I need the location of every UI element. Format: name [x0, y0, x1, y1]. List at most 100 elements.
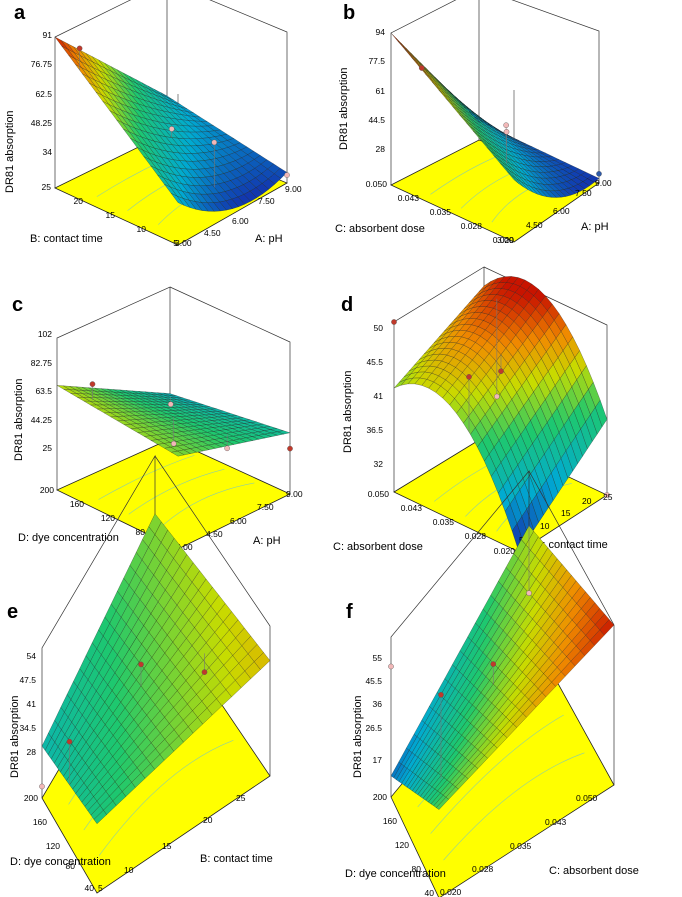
right-axis-tick: 7.50 [258, 196, 275, 206]
right-axis-label: B: contact time [200, 853, 273, 865]
surface-patch [436, 797, 449, 810]
left-axis-tick: 0.028 [465, 531, 487, 541]
right-axis-tick: 7.50 [575, 188, 592, 198]
design-point [287, 445, 293, 452]
left-axis-label: D: dye concentration [10, 856, 111, 868]
right-axis-tick: 6.00 [232, 216, 249, 226]
left-axis-label: C: absorbent dose [335, 223, 425, 235]
left-axis-tick: 0.050 [368, 489, 390, 499]
panel-e: e DR81 absorption 54 47.5 41 34.5 28 200… [7, 454, 273, 894]
floor-contour [158, 482, 255, 530]
left-axis-tick: 120 [395, 840, 409, 850]
left-axis-tick: 80 [66, 861, 76, 871]
design-point [490, 661, 497, 667]
z-tick: 41 [374, 391, 384, 401]
surface-patch [549, 190, 562, 198]
right-axis-tick: 15 [561, 508, 571, 518]
left-axis-tick: 40 [425, 888, 435, 897]
surface-patch [170, 450, 185, 457]
design-point [89, 381, 96, 387]
right-axis-tick: 7.50 [257, 502, 274, 512]
z-tick: 45.5 [365, 676, 382, 686]
design-point [76, 45, 83, 52]
right-axis-tick: 6.00 [230, 516, 247, 526]
design-point [391, 319, 397, 325]
z-tick: 34.5 [19, 723, 36, 733]
z-tick: 63.5 [35, 386, 52, 396]
left-axis-tick: 0.020 [493, 235, 515, 245]
right-axis-tick: 3.00 [175, 238, 192, 248]
surface-patch [201, 202, 215, 212]
left-axis-tick: 200 [24, 793, 38, 803]
box-edge [511, 0, 600, 183]
right-axis-tick: 6.00 [553, 206, 570, 216]
panel-f: f DR81 absorption 55 45.5 36 26.5 17 200… [345, 470, 639, 897]
z-axis-label: DR81 absorption [338, 67, 350, 150]
left-axis-tick: 200 [40, 485, 54, 495]
right-axis-label: A: pH [253, 535, 281, 547]
panel-letter: f [346, 601, 353, 623]
z-tick: 54 [27, 651, 37, 661]
left-axis-tick: 0.043 [401, 503, 423, 513]
right-axis-tick: 0.020 [440, 887, 462, 897]
z-axis-label: DR81 absorption [4, 110, 16, 193]
left-axis-tick: 120 [101, 513, 115, 523]
right-axis-tick: 0.035 [510, 841, 532, 851]
design-point [224, 445, 230, 452]
design-point [201, 669, 208, 675]
left-axis-tick: 0.035 [430, 207, 452, 217]
left-axis-tick: 0.035 [433, 517, 455, 527]
right-axis-tick: 0.050 [576, 793, 598, 803]
z-tick: 45.5 [366, 357, 383, 367]
z-tick: 48.25 [31, 118, 53, 128]
z-axis-label: DR81 absorption [13, 378, 25, 461]
floor-contour [98, 455, 195, 500]
left-axis-tick: 15 [106, 210, 116, 220]
right-axis-tick: 15 [162, 841, 172, 851]
design-point [66, 738, 73, 745]
left-axis-tick: 40 [85, 883, 95, 893]
z-tick: 94 [376, 27, 386, 37]
design-point [284, 172, 290, 178]
panel-d: d DR81 absorption 50 45.5 41 36.5 32 0.0… [333, 266, 613, 556]
design-point [211, 139, 218, 146]
left-axis-tick: 0.050 [366, 179, 388, 189]
left-axis-tick: 0.020 [494, 546, 516, 556]
surface-plot [390, 0, 602, 243]
z-tick: 28 [376, 144, 386, 154]
z-tick: 91 [43, 30, 53, 40]
left-axis-tick: 160 [70, 499, 84, 509]
left-axis-tick: 20 [74, 196, 84, 206]
left-axis-label: B: contact time [30, 233, 103, 245]
design-point [503, 122, 509, 128]
right-axis-tick: 3.00 [497, 235, 514, 245]
z-tick: 41 [27, 699, 37, 709]
box-edge [56, 286, 171, 490]
left-axis-label: C: absorbent dose [333, 541, 423, 553]
z-tick: 62.5 [35, 89, 52, 99]
floor-contour [430, 714, 564, 834]
left-axis-label: D: dye concentration [345, 868, 446, 880]
z-tick: 76.75 [31, 59, 53, 69]
design-point [494, 393, 500, 400]
z-tick: 61 [376, 86, 386, 96]
floor-contour [443, 752, 585, 861]
z-tick: 17 [373, 755, 383, 765]
design-point [168, 126, 175, 132]
z-axis-label: DR81 absorption [352, 695, 364, 778]
z-tick: 36.5 [366, 425, 383, 435]
right-axis-tick: 0.028 [472, 864, 494, 874]
panel-letter: c [12, 294, 23, 316]
right-axis-tick: 9.00 [595, 178, 612, 188]
floor-contour [98, 740, 234, 856]
surface-plot [388, 470, 615, 897]
z-tick: 50 [374, 323, 384, 333]
left-axis-tick: 160 [383, 816, 397, 826]
right-axis-label: A: pH [581, 221, 609, 233]
left-axis-tick: 80 [136, 527, 146, 537]
z-tick: 28 [27, 747, 37, 757]
left-axis-tick: 10 [137, 224, 147, 234]
panel-letter: b [343, 2, 355, 24]
box-edge [209, 0, 288, 183]
left-axis-label: D: dye concentration [18, 532, 119, 544]
